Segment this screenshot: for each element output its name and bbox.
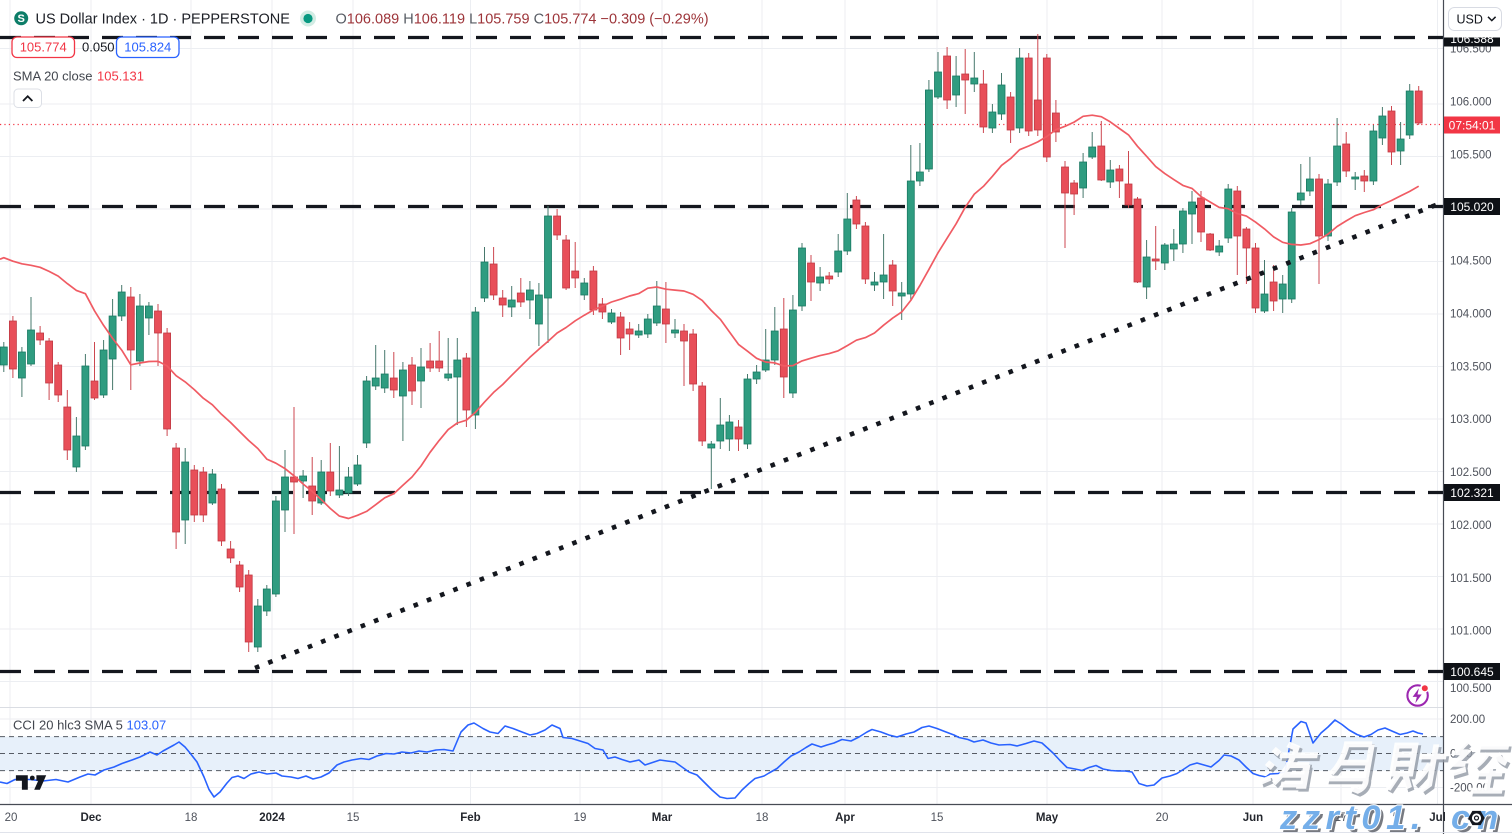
svg-text:O106.089 H106.119 L105.759 C10: O106.089 H106.119 L105.759 C105.774 −0.3… <box>336 12 709 28</box>
svg-text:US Dollar Index · 1D · PEPPERS: US Dollar Index · 1D · PEPPERSTONE <box>36 12 291 28</box>
svg-text:2024: 2024 <box>259 812 285 824</box>
svg-text:20: 20 <box>1156 812 1169 824</box>
svg-text:SMA 20 close: SMA 20 close <box>13 69 93 84</box>
svg-text:100.500: 100.500 <box>1450 683 1492 695</box>
svg-text:102.321: 102.321 <box>1450 486 1494 500</box>
svg-text:0.050: 0.050 <box>82 40 115 55</box>
svg-text:101.500: 101.500 <box>1450 573 1492 585</box>
svg-text:19: 19 <box>574 812 587 824</box>
svg-text:15: 15 <box>347 812 360 824</box>
svg-text:07:54:01: 07:54:01 <box>1449 118 1496 132</box>
svg-text:Feb: Feb <box>460 812 480 824</box>
svg-text:105.500: 105.500 <box>1450 150 1492 162</box>
svg-text:Jun: Jun <box>1243 812 1263 824</box>
svg-text:zzrt01.: zzrt01. <box>1279 799 1426 834</box>
svg-text:105.131: 105.131 <box>97 69 144 84</box>
svg-text:102.000: 102.000 <box>1450 520 1492 532</box>
svg-text:17: 17 <box>1335 812 1348 824</box>
svg-text:103.000: 103.000 <box>1450 414 1492 426</box>
svg-text:15: 15 <box>931 812 944 824</box>
svg-text:zzrt01.: zzrt01. <box>1282 802 1429 834</box>
svg-text:105.774: 105.774 <box>20 40 67 55</box>
svg-text:106.588: 106.588 <box>1450 32 1494 46</box>
svg-text:20: 20 <box>5 812 18 824</box>
svg-text:18: 18 <box>756 812 769 824</box>
svg-text:May: May <box>1036 812 1059 824</box>
svg-text:Apr: Apr <box>835 812 855 824</box>
svg-text:Jul: Jul <box>1429 812 1446 824</box>
svg-text:105.824: 105.824 <box>124 40 171 55</box>
svg-text:106.000: 106.000 <box>1450 97 1492 109</box>
svg-text:USD: USD <box>1457 13 1483 27</box>
svg-text:Dec: Dec <box>80 812 102 824</box>
svg-text:103.500: 103.500 <box>1450 362 1492 374</box>
svg-text:101.000: 101.000 <box>1450 626 1492 638</box>
svg-text:105.020: 105.020 <box>1450 200 1494 214</box>
svg-text:104.500: 104.500 <box>1450 256 1492 268</box>
svg-text:Mar: Mar <box>652 812 673 824</box>
svg-text:CCI 20 hlc3 SMA 5: CCI 20 hlc3 SMA 5 <box>13 718 123 733</box>
svg-text:106.500: 106.500 <box>1450 44 1492 56</box>
svg-text:S: S <box>18 13 25 25</box>
svg-text:103.07: 103.07 <box>127 718 167 733</box>
svg-text:100.645: 100.645 <box>1450 665 1494 679</box>
svg-text:102.500: 102.500 <box>1450 467 1492 479</box>
svg-text:18: 18 <box>185 812 198 824</box>
svg-text:200.00: 200.00 <box>1450 714 1485 726</box>
svg-text:104.000: 104.000 <box>1450 309 1492 321</box>
